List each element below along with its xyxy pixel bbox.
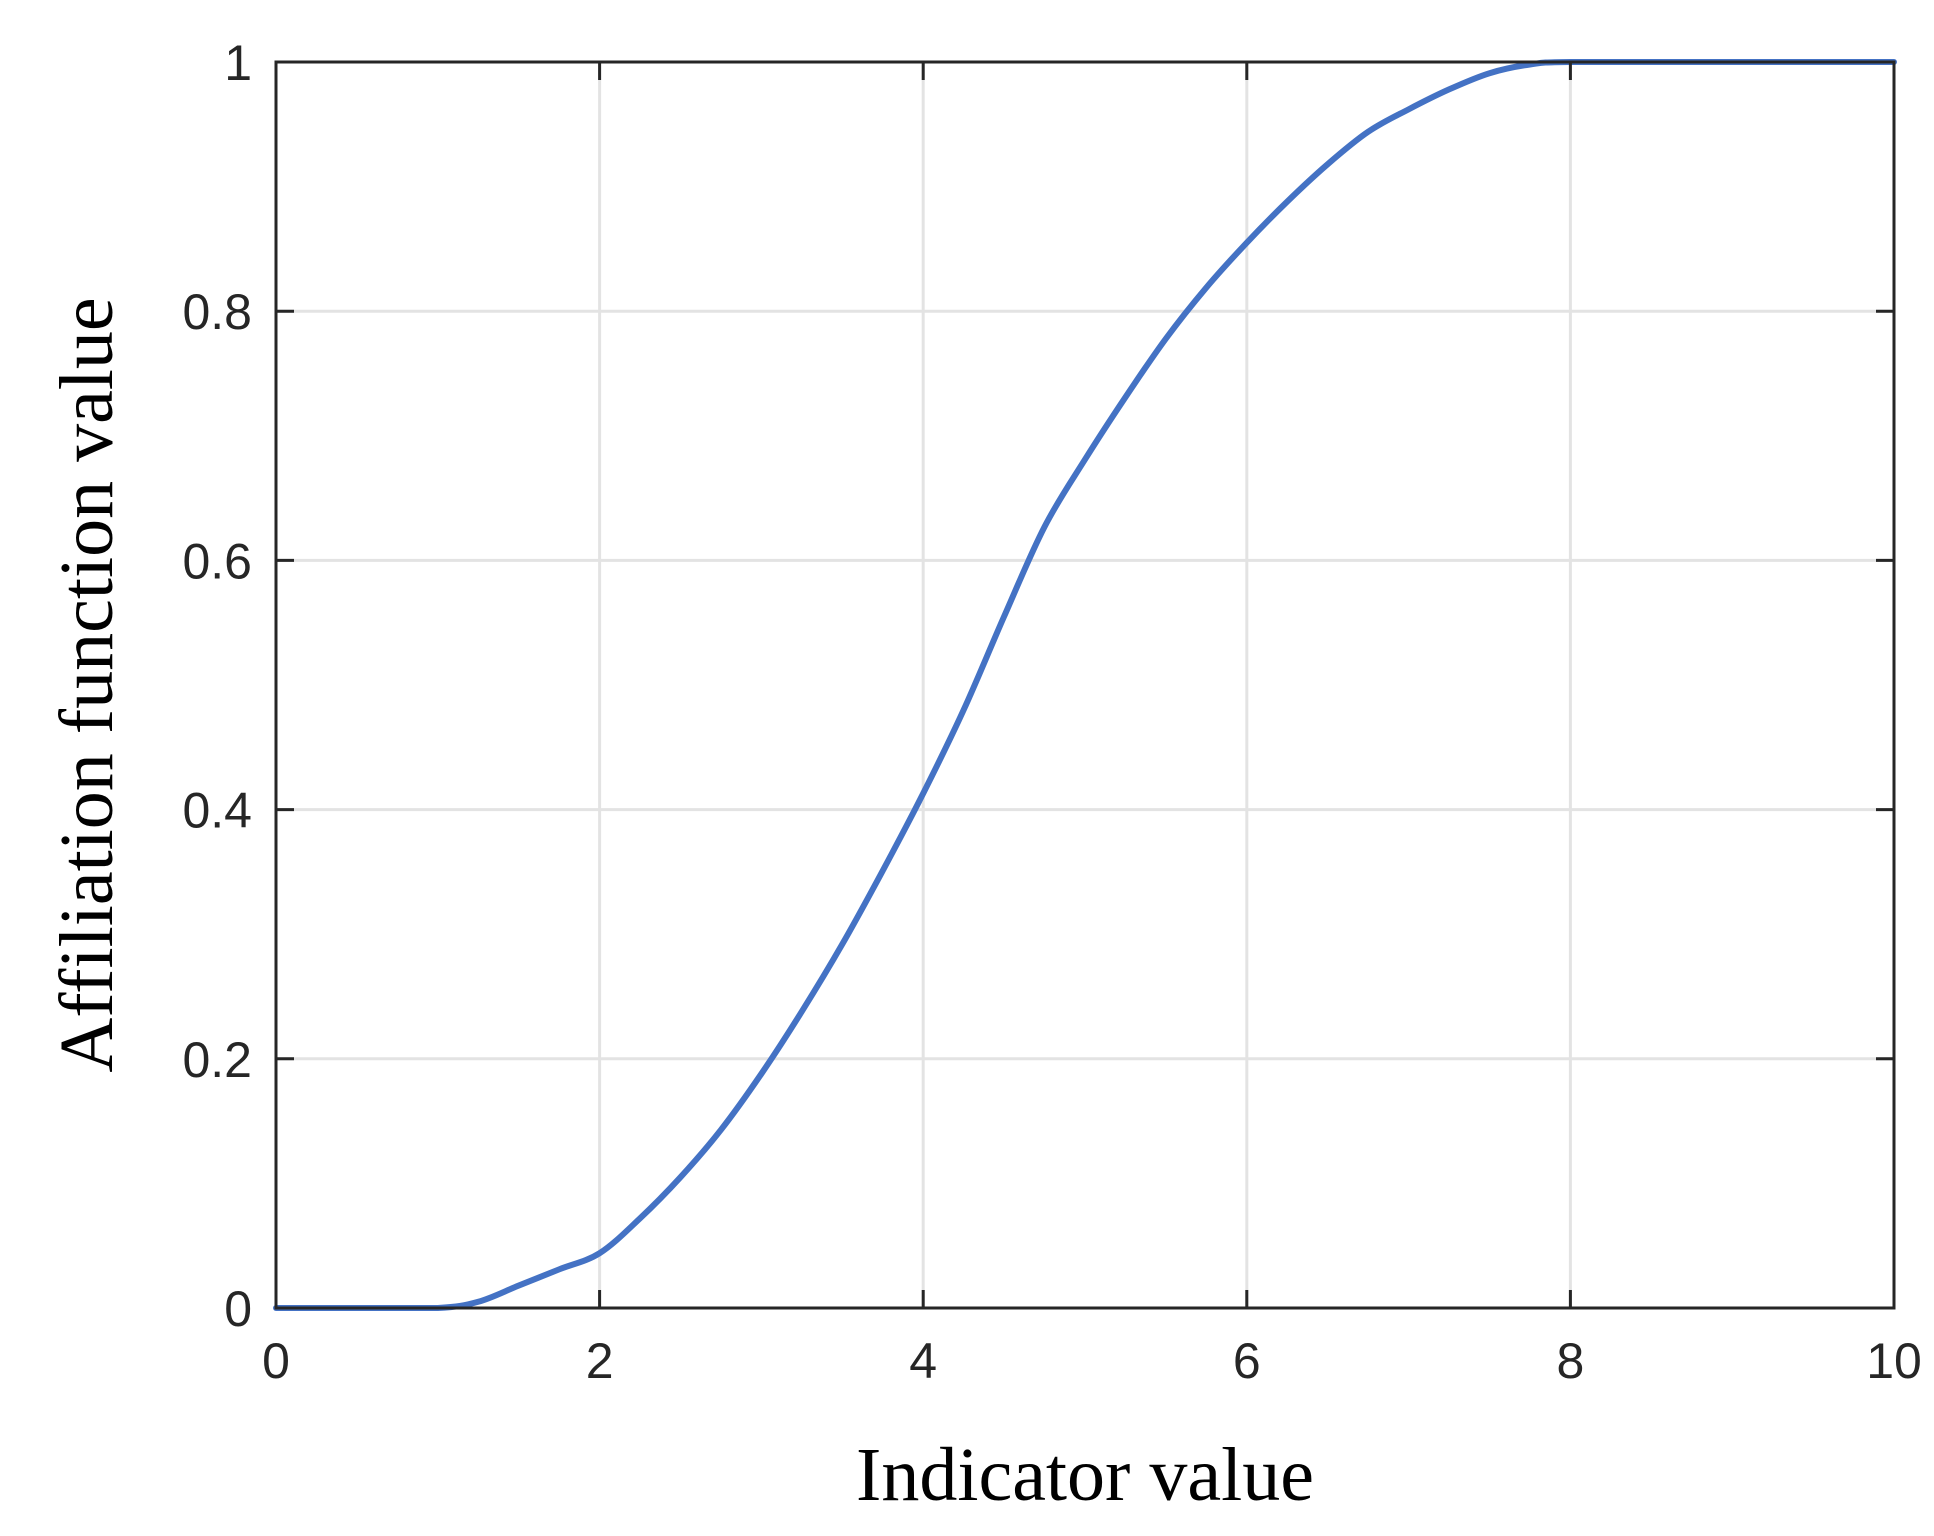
x-tick-label: 2 <box>586 1333 614 1389</box>
x-tick-label: 4 <box>909 1333 937 1389</box>
x-tick-labels: 0 2 4 6 8 10 <box>262 1333 1922 1389</box>
grid-lines <box>276 62 1894 1308</box>
series-line <box>273 58 1897 1311</box>
y-tick-label: 0.4 <box>182 783 252 839</box>
y-tick-label: 0 <box>224 1281 252 1337</box>
x-tick-label: 0 <box>262 1333 290 1389</box>
plot-area-frame <box>274 60 1896 1310</box>
y-tick-labels: 0 0.2 0.4 0.6 0.8 1 <box>182 35 252 1337</box>
series-layer <box>273 58 1897 1311</box>
x-tick-label: 8 <box>1556 1333 1584 1389</box>
y-axis-title: Affiliation function value <box>45 297 129 1072</box>
y-tick-label: 0.8 <box>182 284 252 340</box>
tick-marks <box>274 60 1896 1310</box>
y-tick-label: 1 <box>224 35 252 91</box>
x-tick-label: 10 <box>1866 1333 1922 1389</box>
x-axis-title: Indicator value <box>856 1433 1314 1517</box>
y-tick-label: 0.2 <box>182 1032 252 1088</box>
x-tick-label: 6 <box>1233 1333 1261 1389</box>
y-tick-label: 0.6 <box>182 533 252 589</box>
